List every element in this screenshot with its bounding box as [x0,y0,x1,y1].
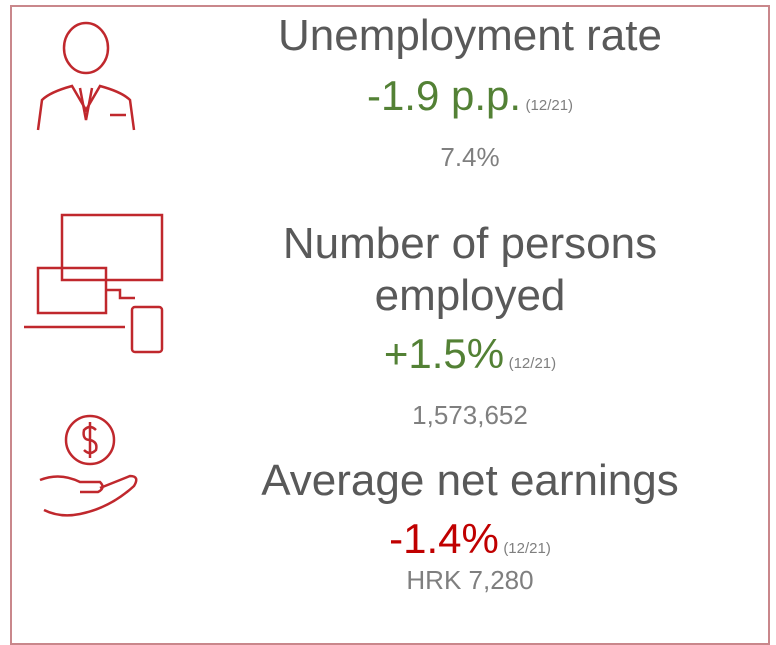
item-value: 7.4% [440,142,500,172]
devices-icon [24,213,164,354]
item-change: -1.9 p.p. [366,72,522,119]
item-title: Number of persons employed [282,219,658,320]
item-change: -1.4% [389,515,499,562]
item-period: (12/21) [525,97,574,114]
item-title: Unemployment rate [278,11,662,60]
item-change: +1.5% [383,330,505,377]
item-value: 1,573,652 [412,400,528,430]
person-icon [36,21,136,131]
item-period: (12/21) [508,355,557,372]
earnings-icon [39,414,138,517]
item-value: HRK 7,280 [406,565,534,595]
item-title: Average net earnings [261,456,679,505]
item-period: (12/21) [503,540,551,557]
